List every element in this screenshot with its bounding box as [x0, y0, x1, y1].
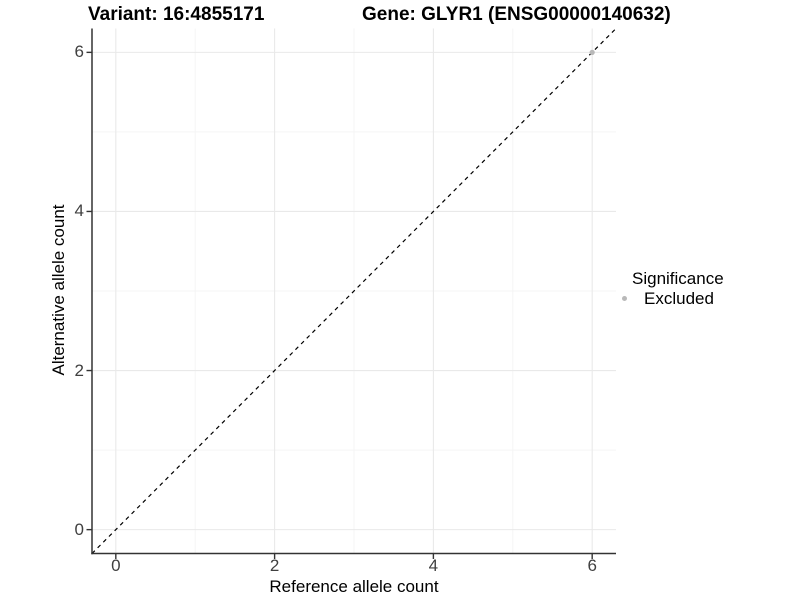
y-tick-label: 2: [74, 360, 84, 380]
y-axis-title: Alternative allele count: [49, 204, 68, 376]
legend: Significance Excluded: [616, 269, 724, 308]
legend-title: Significance: [632, 269, 724, 288]
y-tick-label: 0: [74, 519, 84, 539]
x-tick-label: 6: [587, 556, 597, 575]
legend-point-icon: [621, 296, 627, 301]
legend-items: Excluded: [616, 289, 724, 308]
plot-title-variant: Variant: 16:4855171: [88, 4, 265, 25]
x-tick-label: 0: [111, 556, 121, 575]
x-tick-label: 4: [428, 556, 439, 575]
plot-title-gene: Gene: GLYR1 (ENSG00000140632): [362, 4, 671, 25]
legend-item: Excluded: [616, 289, 724, 308]
plot-title: Variant: 16:4855171 Gene: GLYR1 (ENSG000…: [0, 4, 800, 28]
y-tick-label: 4: [74, 201, 84, 221]
x-tick-label: 2: [269, 556, 280, 575]
legend-key: [616, 289, 632, 308]
x-axis-title: Reference allele count: [269, 577, 439, 596]
legend-item-label: Excluded: [644, 288, 714, 308]
identity-reference-line: [91, 28, 617, 554]
data-point: [589, 49, 595, 55]
y-tick-label: 6: [74, 42, 84, 62]
